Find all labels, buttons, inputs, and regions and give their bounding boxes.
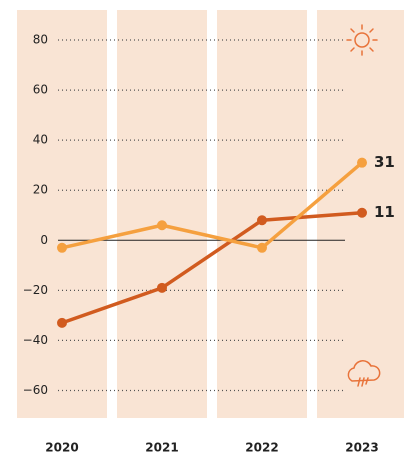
x-tick-label: 2022 <box>245 441 278 455</box>
series-line <box>61 211 363 325</box>
series-line <box>61 161 364 250</box>
x-tick-label: 2020 <box>45 441 78 455</box>
lines <box>57 157 367 328</box>
y-tick-label: 60 <box>33 83 48 97</box>
sun-icon <box>346 24 378 56</box>
point <box>357 207 367 218</box>
value-label: 11 <box>374 203 395 221</box>
rain-icon <box>347 360 381 387</box>
y-tick-label: −60 <box>23 383 48 397</box>
y-tick-label: −40 <box>23 333 48 347</box>
x-tick-label: 2023 <box>345 441 378 455</box>
column-bands <box>17 10 404 418</box>
y-tick-label: 40 <box>33 133 48 147</box>
y-tick-label: 0 <box>40 233 48 247</box>
point <box>257 215 267 226</box>
column-band <box>217 10 307 418</box>
column-band <box>117 10 207 418</box>
value-label: 31 <box>374 153 395 171</box>
point <box>157 220 167 231</box>
point <box>357 157 367 168</box>
y-tick-label: 20 <box>33 183 48 197</box>
y-tick-label: 80 <box>33 33 48 47</box>
point <box>57 242 67 253</box>
point <box>257 242 267 253</box>
column-band <box>17 10 107 418</box>
point <box>157 282 167 293</box>
y-tick-label: −20 <box>23 283 48 297</box>
x-tick-label: 2021 <box>145 441 178 455</box>
point <box>57 317 67 328</box>
grid <box>58 39 345 392</box>
